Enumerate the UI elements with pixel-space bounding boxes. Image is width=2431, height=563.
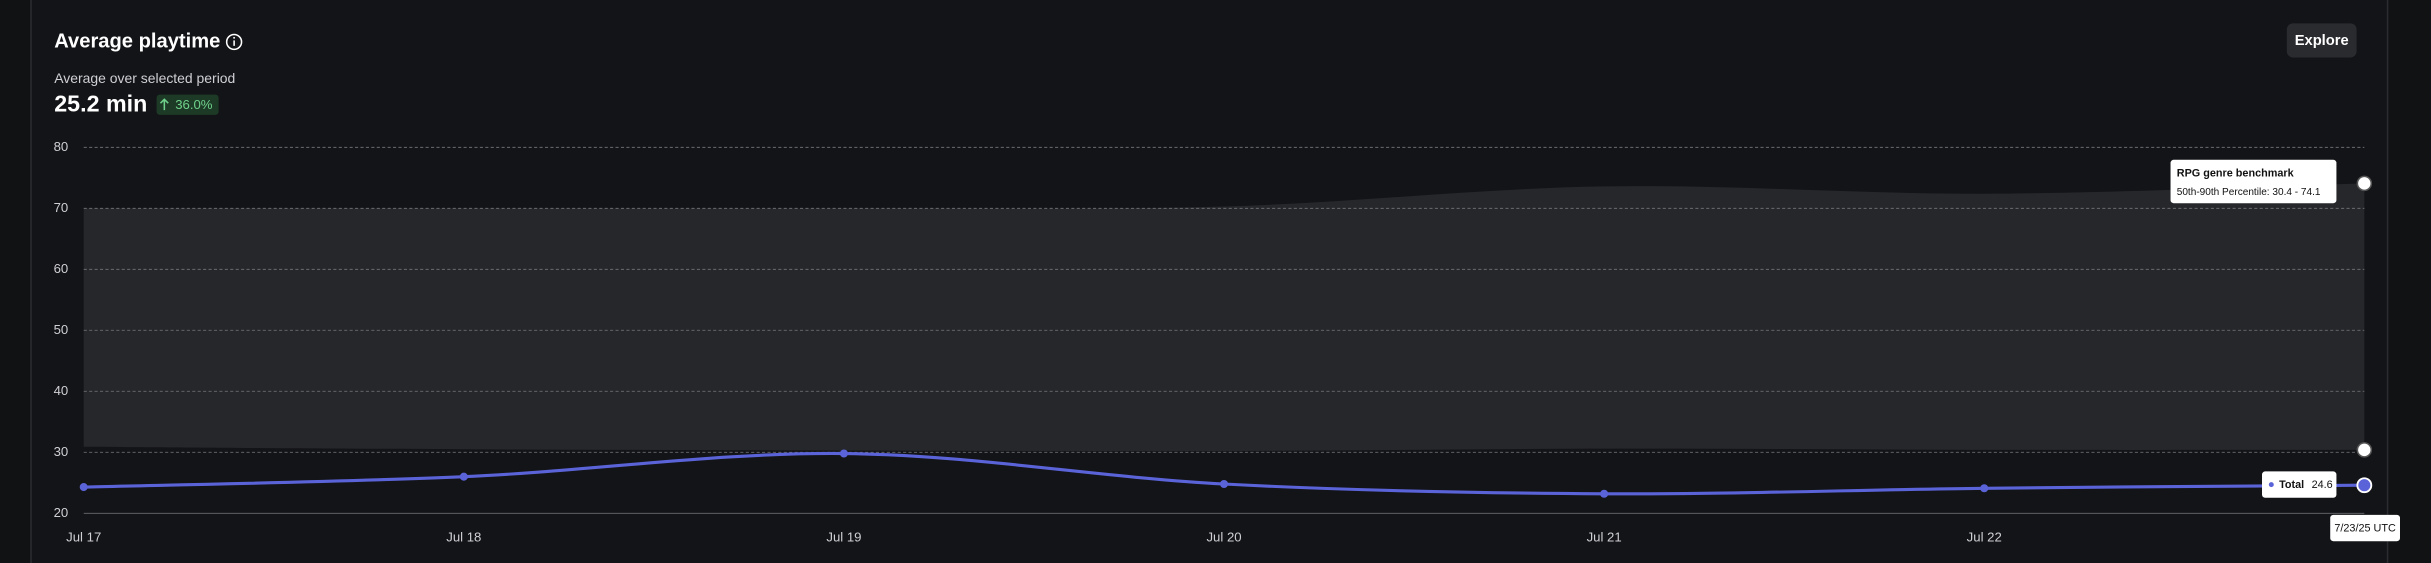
change-value: 36.0% [175, 97, 213, 112]
x-tick-label: Jul 21 [1587, 530, 1622, 545]
date-tooltip [2330, 514, 2400, 542]
data-point [839, 449, 848, 458]
data-point [79, 483, 88, 492]
y-tick-label: 80 [54, 139, 69, 154]
chart-title: Average playtime [54, 30, 220, 52]
plot: 20 30 40 50 60 70 80 Jul 17 Jul 18 Jul 19 Jul 20 Ju… [54, 139, 2373, 545]
data-point [459, 472, 468, 481]
x-tick-label: Jul 20 [1206, 530, 1241, 545]
tooltip-text: 50th-90th Percentile: 30.4 - 74.1 [2177, 187, 2321, 198]
info-icon[interactable] [225, 33, 243, 51]
data-point [1600, 489, 1609, 498]
y-tick-label: 20 [54, 505, 69, 520]
total-tooltip [2262, 471, 2337, 498]
x-tick-label: Jul 19 [826, 530, 861, 545]
kpi-value: 25.2 min [54, 91, 147, 117]
y-tick-label: 30 [54, 444, 69, 459]
data-point [1219, 479, 1229, 489]
x-tick-label: Jul 22 [1967, 530, 2002, 545]
button-label[interactable]: Explore [2295, 33, 2349, 49]
x-tick-label: Jul 18 [446, 530, 481, 545]
y-tick-label: 70 [54, 200, 69, 215]
band-handle [2356, 442, 2373, 458]
benchmark-tooltip [2170, 159, 2337, 204]
subtitle: Average over selected period [54, 70, 235, 86]
legend-dot [2268, 482, 2274, 488]
data-point [2356, 477, 2373, 494]
tooltip-title: RPG genre benchmark [2177, 168, 2295, 180]
data-label: 24.6 [2312, 479, 2333, 491]
change-badge [156, 94, 219, 115]
up-arrow [159, 98, 169, 111]
y-tick-label: 60 [54, 261, 69, 276]
benchmark-band [83, 183, 2365, 452]
data-point [1980, 484, 1989, 493]
legend-label: Total [2279, 479, 2304, 491]
y-tick-label: 40 [54, 383, 69, 398]
explore-button[interactable]: Explore [2286, 23, 2357, 58]
x-tick-label: Jul 17 [66, 530, 101, 545]
tooltips: RPG genre benchmark 50th-90th Percentile… [2170, 159, 2400, 542]
y-tick-label: 50 [54, 322, 69, 337]
date-label: 7/23/25 UTC [2334, 523, 2396, 535]
band-handle [2356, 175, 2373, 192]
